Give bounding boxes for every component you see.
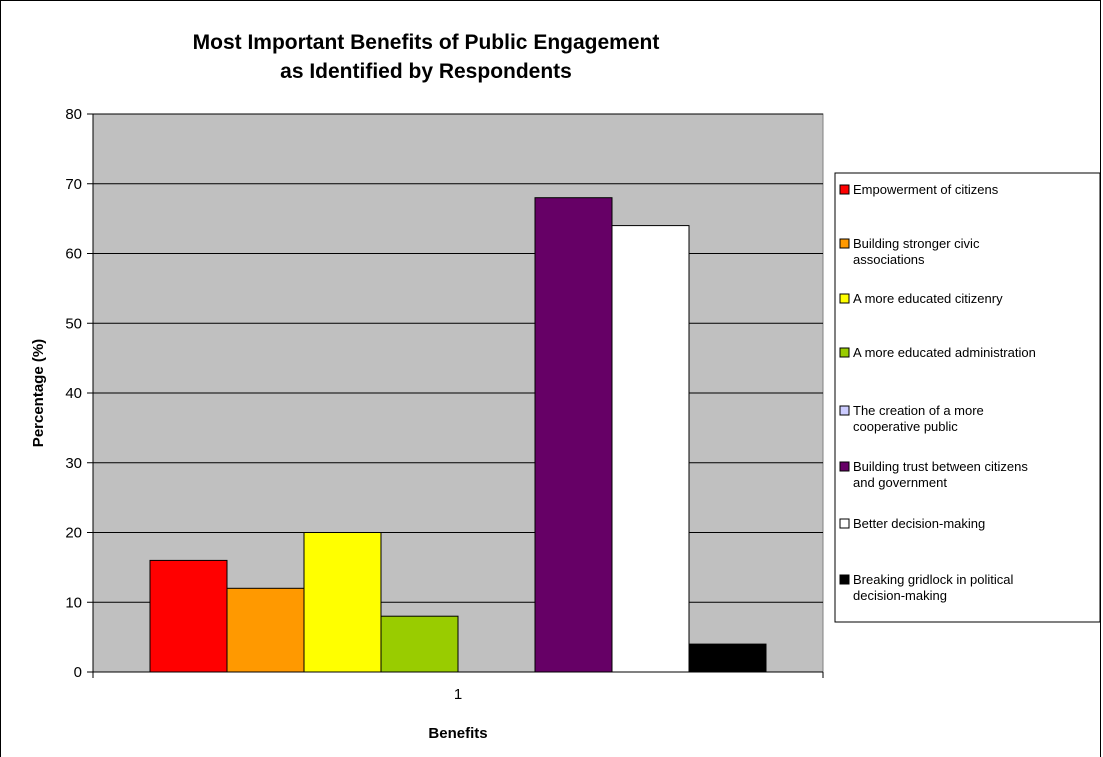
legend-label: Empowerment of citizens	[853, 182, 999, 197]
y-tick-label: 70	[65, 176, 82, 193]
bars	[149, 197, 767, 673]
bar-series-4	[380, 615, 459, 673]
legend-label: A more educated administration	[853, 345, 1036, 360]
x-axis-ticks: 1	[92, 672, 824, 703]
y-tick-label: 10	[65, 594, 82, 611]
legend-label: A more educated citizenry	[853, 291, 1003, 306]
y-axis-ticks: 0 10 20 30 40 50 60 70 80	[65, 106, 93, 681]
chart-title: Most Important Benefits of Public Engage…	[193, 31, 660, 83]
y-tick-label: 20	[65, 525, 82, 542]
legend-swatch	[839, 238, 850, 249]
legend-box	[834, 172, 1101, 623]
chart-title-line: Most Important Benefits of Public Engage…	[193, 31, 660, 54]
y-tick-label: 50	[65, 315, 82, 332]
legend-label: The creation of a more	[853, 403, 984, 418]
bar-series-6	[534, 197, 613, 673]
legend-swatch	[839, 518, 850, 529]
y-axis-label: Percentage (%)	[30, 339, 47, 447]
legend-label: Building stronger civic	[853, 236, 980, 251]
bar-series-7	[611, 225, 690, 673]
legend-swatch	[839, 574, 850, 585]
y-tick-label: 60	[65, 246, 82, 263]
legend-label: and government	[853, 475, 947, 490]
chart-title-line: as Identified by Respondents	[280, 60, 572, 83]
legend-label: associations	[853, 252, 925, 267]
legend-label: Better decision-making	[853, 516, 985, 531]
y-tick-label: 80	[65, 106, 82, 123]
legend-swatch	[839, 461, 850, 472]
y-tick-label: 0	[74, 664, 82, 681]
bar-series-1	[149, 559, 228, 673]
bar-series-8	[688, 643, 767, 673]
legend-swatch	[839, 347, 850, 358]
legend-swatch	[839, 405, 850, 416]
legend: Empowerment of citizens Building stronger…	[834, 172, 1101, 623]
legend-label: Building trust between citizens	[853, 459, 1028, 474]
bar-series-2	[226, 587, 305, 673]
y-tick-label: 30	[65, 455, 82, 472]
legend-swatch	[839, 184, 850, 195]
legend-swatch	[839, 293, 850, 304]
x-tick-label: 1	[454, 686, 462, 703]
legend-label: Breaking gridlock in political	[853, 572, 1014, 587]
y-tick-label: 40	[65, 385, 82, 402]
bar-series-3	[303, 532, 382, 673]
x-axis-label: Benefits	[428, 725, 487, 742]
legend-label: cooperative public	[853, 419, 958, 434]
legend-label: decision-making	[853, 588, 947, 603]
